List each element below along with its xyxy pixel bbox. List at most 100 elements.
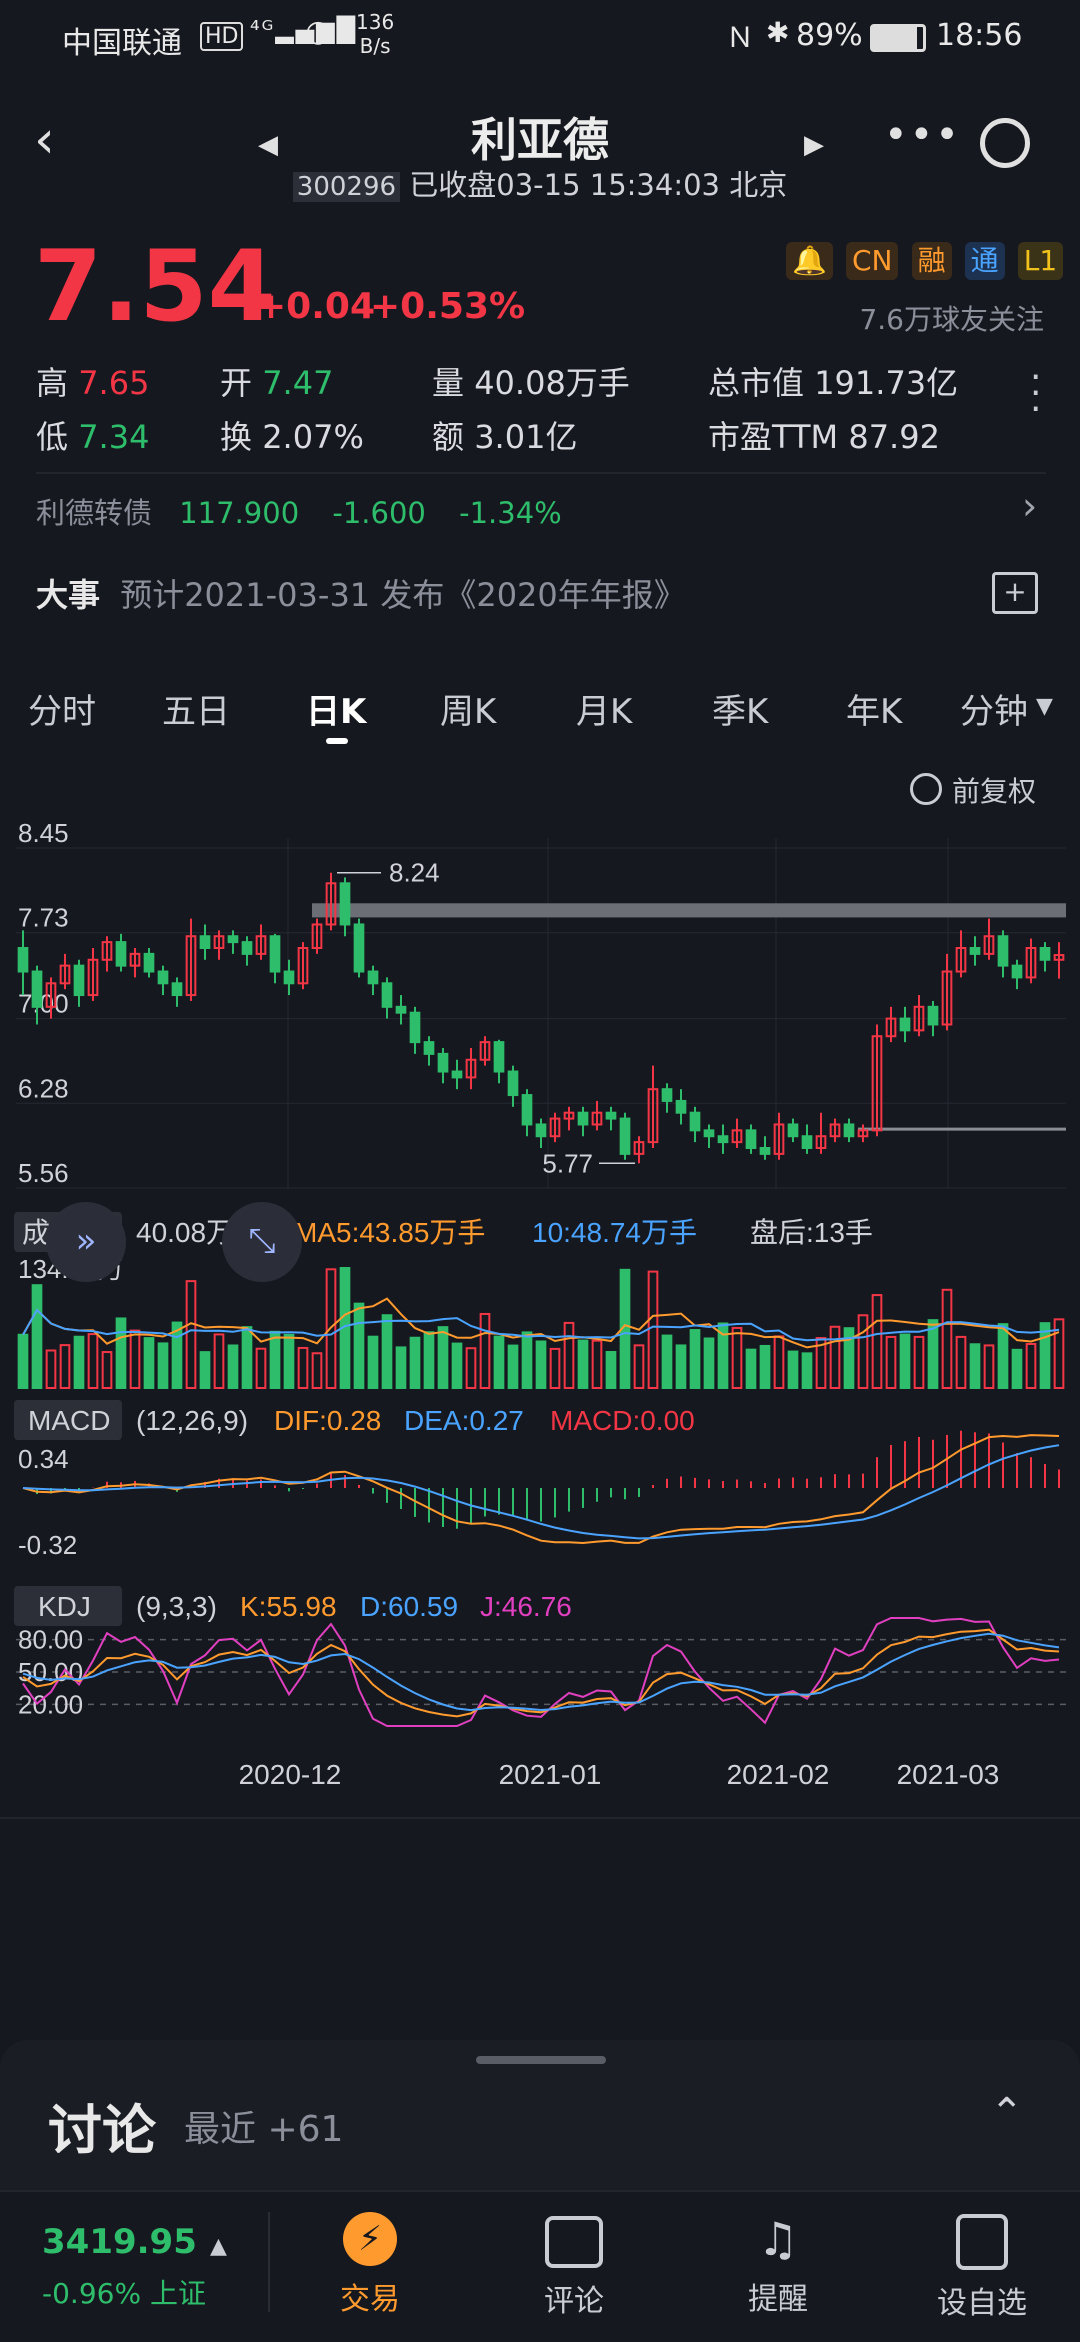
tag-connect: 通 [964,242,1005,280]
volume-bar [955,1335,967,1390]
high-marker-label: 8.24 [389,858,440,888]
bond-name: 利德转债 [36,496,153,530]
tab-intraday[interactable]: 分时 [28,692,96,732]
volume-bar [269,1330,281,1389]
nav-trade[interactable]: ⚡ 交易 [290,2212,450,2318]
tab-weekly-k[interactable]: 周K [440,692,497,732]
candle-body [577,1111,589,1126]
macd-label: MACD [28,1405,110,1436]
y-tick-label: 5.56 [18,1158,69,1188]
volume-bar [31,1284,43,1389]
convertible-bond-row[interactable]: 利德转债 117.900 -1.600 -1.34% [36,490,562,532]
volume-bar [87,1333,99,1390]
kdj-k-line [22,1628,1060,1718]
alert-bell-icon[interactable]: 🔔 [786,242,833,280]
stat-low: 低 7.34 [36,418,150,456]
nfc-icon: Ｎ [726,21,755,54]
candle-body [45,982,57,1008]
candle-body [31,970,43,1008]
stat-turnover: 换 2.07% [220,418,364,456]
macd-dea-line [22,1444,1060,1540]
chevron-up-icon[interactable]: ⌃ [990,2090,1024,2136]
volume-after-hours: 盘后:13手 [750,1217,873,1248]
clock: 18:56 [936,18,1023,53]
discussion-sheet[interactable]: 讨论 最近 +61 ⌃ [0,2040,1080,2200]
x-axis-label: 2020-12 [239,1759,342,1790]
macd-value: MACD:0.00 [550,1405,695,1436]
kdj-d: D:60.59 [360,1591,458,1622]
net-speed: 136 B/s [356,10,395,58]
tab-five-day[interactable]: 五日 [162,692,230,732]
macd-params: (12,26,9) [136,1405,248,1436]
stats-more-icon[interactable]: · · · [1030,357,1042,430]
fast-forward-icon[interactable]: » [46,1202,126,1282]
macd-dea: DEA:0.27 [404,1405,524,1436]
market-status: 已收盘03-15 15:34:03 北京 [409,168,788,202]
calendar-add-icon[interactable]: + [992,572,1038,614]
candle-body [115,941,127,967]
candle-body [563,1111,575,1120]
volume-bar [59,1344,71,1389]
candle-body [759,1147,771,1155]
kdj-d-line [22,1632,1060,1712]
tag-l1: L1 [1017,242,1064,280]
tab-yearly-k[interactable]: 年K [846,692,903,732]
volume-bar [913,1335,925,1390]
volume-bar [17,1333,29,1389]
x-axis-label: 2021-01 [499,1759,602,1790]
y-tick-label: 7.73 [18,903,69,933]
tab-minute[interactable]: 分钟 [960,692,1028,732]
tab-quarterly-k[interactable]: 季K [712,692,769,732]
volume-bar [843,1327,855,1390]
macd-label-bg [14,1400,122,1440]
candle-body [465,1058,477,1079]
adjust-toggle[interactable]: 前复权 [910,770,1036,810]
volume-ma10-line [22,1308,1060,1342]
candle-body [703,1129,715,1138]
macd-dif: DIF:0.28 [274,1405,381,1436]
volume-bar [101,1351,113,1390]
search-icon[interactable] [980,118,1030,168]
candle-body [689,1111,701,1132]
more-icon[interactable]: ••• [884,112,961,158]
volume-bar [479,1312,491,1389]
candle-body [605,1111,617,1120]
fullscreen-icon[interactable]: ⤡ [222,1202,302,1282]
back-icon[interactable]: ‹ [34,110,55,170]
nav-comment[interactable]: 评论 [494,2212,654,2320]
event-row[interactable]: 大事 预计2021-03-31 发布《2020年年报》 [36,570,686,616]
nav-alert[interactable]: ♫ 提醒 [698,2212,858,2318]
chevron-down-icon[interactable]: ▼ [1036,694,1053,719]
candle-body [633,1141,645,1155]
adjust-label: 前复权 [952,775,1037,808]
wifi-icon: ◔ [305,14,332,49]
candle-body [395,1005,407,1014]
volume-bar [549,1347,561,1389]
next-stock-icon[interactable]: ▶ [804,130,824,160]
y-tick-label: 6.28 [18,1073,69,1103]
triangle-up-icon: ▲ [209,2234,227,2259]
candle-body [227,935,239,944]
battery-percent: 89% [796,18,863,53]
sheet-handle[interactable] [476,2056,606,2064]
volume-bar [535,1340,547,1389]
tag-row: 🔔 CN 融 通 L1 [778,242,1064,280]
tab-monthly-k[interactable]: 月K [576,692,633,732]
tab-daily-k[interactable]: 日K [306,692,367,732]
stat-open: 开 7.47 [220,364,334,402]
index-ticker[interactable]: 3419.95 ▲ -0.96% 上证 [42,2222,227,2312]
nav-watchlist-settings[interactable]: 设自选 [902,2212,1062,2322]
volume-bar [521,1331,533,1390]
prev-stock-icon[interactable]: ◀ [258,130,278,160]
candle-body [619,1117,631,1155]
volume-bar [563,1321,575,1390]
kline-chart[interactable]: 8.457.737.006.285.568.245.77成交量40.08万手MA… [0,818,1080,1998]
chevron-right-icon[interactable]: › [1022,484,1038,528]
kdj-level-label: 50.00 [18,1657,83,1687]
candle-body [297,947,309,985]
volume-bar [633,1344,645,1390]
nav-divider [268,2212,270,2312]
y-tick-label: 7.00 [18,989,69,1019]
price-change: +0.04 [256,286,375,327]
period-tabs: 分时 五日 日K 周K 月K 季K 年K 分钟 ▼ [0,668,1080,758]
